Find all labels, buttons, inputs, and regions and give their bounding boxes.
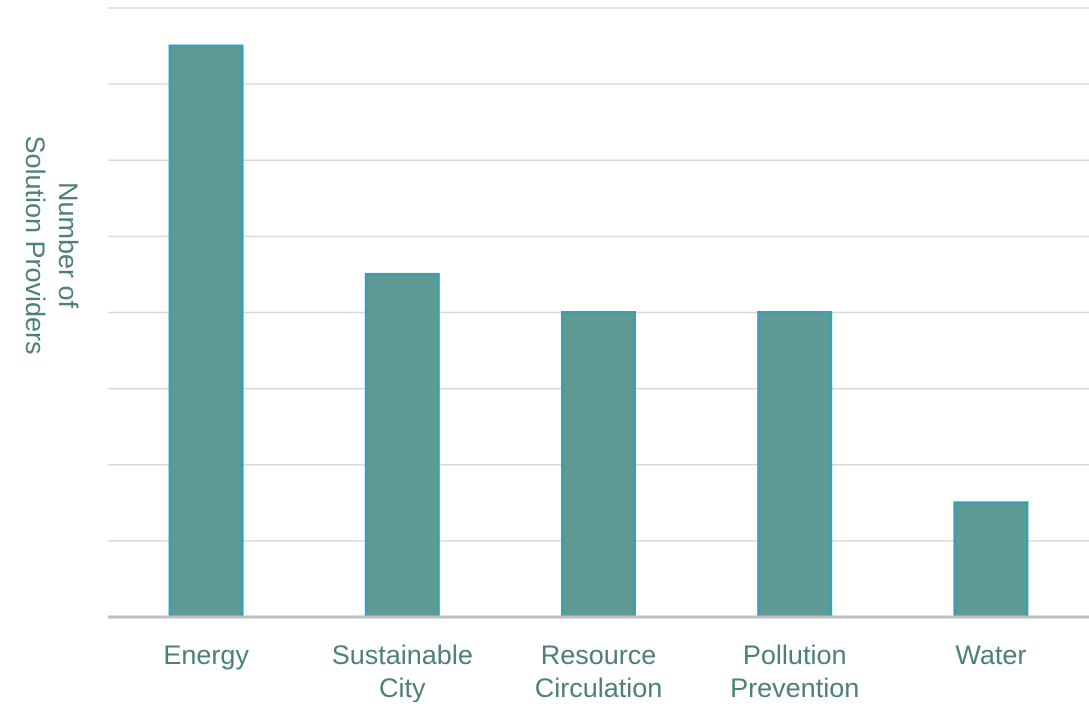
x-tick-label: Energy <box>163 640 249 670</box>
x-tick-label: Sustainable City <box>332 640 473 702</box>
bar-pollution-prevention <box>757 311 833 619</box>
x-tick-label: Pollution Prevention <box>730 640 859 702</box>
x-tick-label: Water <box>955 640 1026 670</box>
x-tick-label: Resource Circulation <box>535 640 663 702</box>
bar-resource-circulation <box>561 311 636 619</box>
x-tick-labels: Energy Sustainable City Resource Circulation… <box>163 640 1026 703</box>
y-axis-label: Number ofSolution Providers <box>20 135 83 354</box>
bar-water <box>953 501 1029 619</box>
bar-sustainable-city <box>364 272 440 619</box>
bar-energy <box>168 44 244 619</box>
bars <box>168 44 1029 619</box>
